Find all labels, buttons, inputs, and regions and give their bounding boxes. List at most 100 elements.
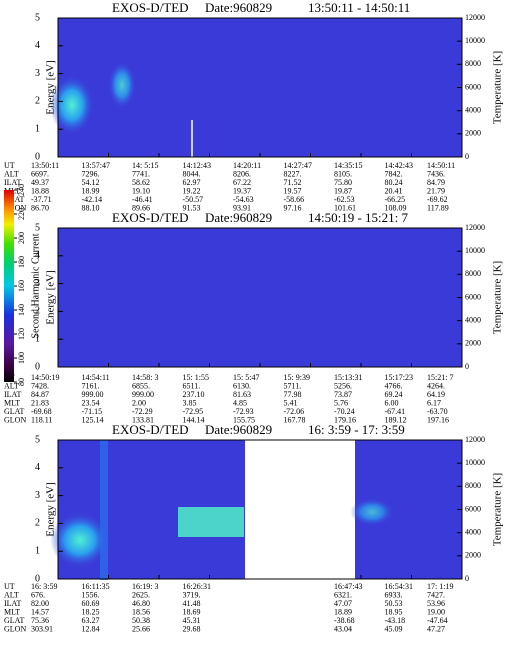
y-tick-label: 3 — [35, 278, 40, 289]
table-row-label: UT — [4, 161, 15, 170]
table-cell: 155.75 — [233, 415, 255, 424]
panel-title: EXOS-D/TED — [112, 210, 189, 225]
table-row-label: ILAT — [4, 178, 21, 187]
table-cell: 133.81 — [132, 415, 154, 424]
table-cell: 19.57 — [284, 186, 302, 195]
spectrogram-feature — [100, 440, 108, 580]
panel-date: Date:960829 — [205, 210, 272, 225]
y2-tick-label: 0 — [465, 574, 469, 583]
table-cell: 73.87 — [334, 390, 352, 399]
table-row-label: GLON — [4, 203, 26, 212]
y2-tick-label: 4000 — [465, 315, 481, 324]
table-cell: 197.16 — [427, 415, 449, 424]
y2-tick-label: 6000 — [465, 292, 481, 301]
table-row-label: MLT — [4, 607, 20, 616]
colorbar-tick-label: 220 — [17, 208, 26, 220]
y2-tick-label: 2000 — [465, 129, 481, 138]
table-row-label: ILAT — [4, 599, 21, 608]
table-row-label: GLON — [4, 415, 26, 424]
y2-tick-label: 10000 — [465, 246, 485, 255]
table-cell: 19.87 — [334, 186, 352, 195]
table-cell: 15: 5:47 — [233, 373, 259, 382]
table-cell: 8044. — [183, 169, 201, 178]
table-cell: 89.66 — [132, 203, 150, 212]
table-cell: 14:20:11 — [233, 161, 261, 170]
table-cell: -37.71 — [31, 195, 52, 204]
table-cell: 5711. — [284, 381, 302, 390]
y2-tick-label: 4000 — [465, 105, 481, 114]
y-tick-label: 4 — [35, 250, 40, 261]
table-cell: 18.89 — [334, 607, 352, 616]
table-cell: 19.22 — [183, 186, 201, 195]
panel-date: Date:960829 — [205, 422, 272, 437]
y-tick-label: 0 — [35, 361, 40, 372]
panel-title: EXOS-D/TED — [112, 422, 189, 437]
panel-time-range: 13:50:11 - 14:50:11 — [308, 0, 410, 15]
table-cell: 144.14 — [183, 415, 205, 424]
y-axis-label: Energy [eV] — [45, 60, 57, 114]
table-cell: 58.62 — [132, 178, 150, 187]
table-cell: 93.91 — [233, 203, 251, 212]
table-row-label: GLAT — [4, 195, 25, 204]
table-cell: 5.76 — [334, 398, 348, 407]
spectrogram-feature — [245, 440, 355, 580]
table-cell: 6130. — [233, 381, 251, 390]
y-tick-label: 2 — [35, 96, 40, 107]
table-cell: 80.24 — [385, 178, 403, 187]
table-cell: 84.79 — [427, 178, 445, 187]
table-cell: 167.78 — [284, 415, 306, 424]
table-cell: 7842. — [385, 169, 403, 178]
table-cell: -67.41 — [385, 407, 406, 416]
table-cell: -69.68 — [31, 407, 52, 416]
table-cell: 25.66 — [132, 624, 150, 633]
table-cell: -71.15 — [82, 407, 103, 416]
y-tick-label: 1 — [35, 123, 40, 134]
table-cell: 91.53 — [183, 203, 201, 212]
table-cell: 41.48 — [183, 599, 201, 608]
y2-tick-label: 8000 — [465, 269, 481, 278]
table-cell: 7427. — [427, 590, 445, 599]
y-tick-label: 0 — [35, 151, 40, 162]
table-cell: 189.12 — [385, 415, 407, 424]
table-cell: 84.87 — [31, 390, 49, 399]
y2-tick-label: 0 — [465, 152, 469, 161]
table-cell: -72.93 — [233, 407, 254, 416]
colorbar-tick-label: 180 — [17, 256, 26, 268]
table-cell: 12.84 — [82, 624, 100, 633]
table-cell: 18.95 — [385, 607, 403, 616]
table-cell: 19.00 — [427, 607, 445, 616]
y-tick-label: 2 — [35, 306, 40, 317]
y-axis-label: Energy [eV] — [45, 270, 57, 324]
table-cell: 237.10 — [183, 390, 205, 399]
panel-time-range: 16: 3:59 - 17: 3:59 — [308, 422, 405, 437]
table-cell: 14.57 — [31, 607, 49, 616]
table-cell: 75.80 — [334, 178, 352, 187]
table-cell: 69.24 — [385, 390, 403, 399]
table-cell: 14:50:11 — [427, 161, 455, 170]
panel-title: EXOS-D/TED — [112, 0, 189, 15]
table-cell: 7428. — [31, 381, 49, 390]
table-cell: 47.27 — [427, 624, 445, 633]
y2-tick-label: 12000 — [465, 13, 485, 22]
table-row-label: MLT — [4, 398, 20, 407]
table-cell: 1556. — [82, 590, 100, 599]
table-cell: 7161. — [82, 381, 100, 390]
colorbar-tick-label: 120 — [17, 328, 26, 340]
table-cell: 6.00 — [385, 398, 399, 407]
y2-tick-label: 12000 — [465, 435, 485, 444]
table-cell: -72.06 — [284, 407, 305, 416]
table-cell: 4264. — [427, 381, 445, 390]
table-row-label: GLAT — [4, 616, 25, 625]
y-tick-label: 4 — [35, 462, 40, 473]
table-cell: -69.62 — [427, 195, 448, 204]
colorbar-tick-label: 80 — [17, 378, 26, 386]
spectrogram-feature — [178, 507, 244, 537]
table-cell: 18.69 — [183, 607, 201, 616]
colorbar-tick-label: 160 — [17, 280, 26, 292]
table-cell: 5.41 — [284, 398, 298, 407]
table-cell: -58.66 — [284, 195, 305, 204]
table-cell: 999.00 — [132, 390, 154, 399]
y2-tick-label: 10000 — [465, 36, 485, 45]
table-cell: -62.53 — [334, 195, 355, 204]
